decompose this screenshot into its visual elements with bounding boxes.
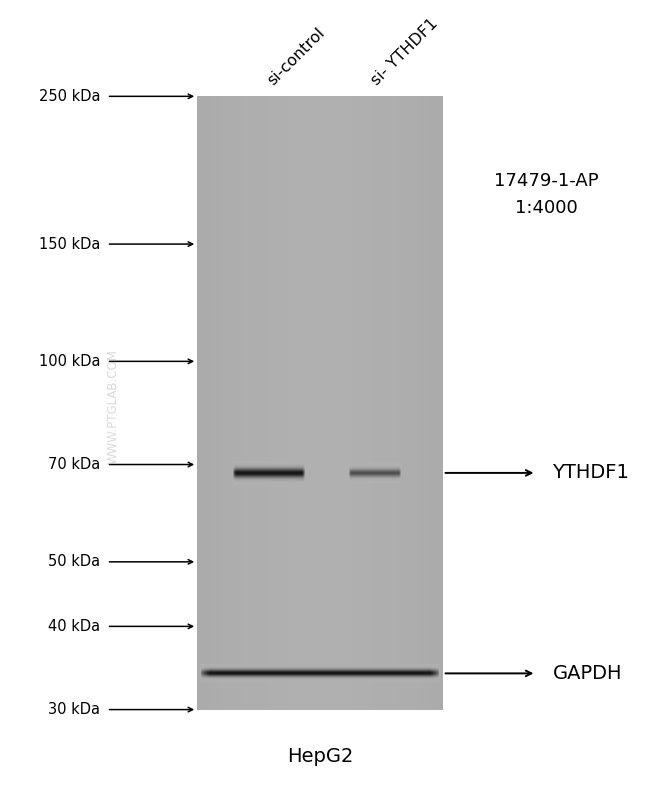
- Text: 50 kDa: 50 kDa: [48, 554, 100, 570]
- Text: 40 kDa: 40 kDa: [48, 619, 100, 634]
- Text: 150 kDa: 150 kDa: [39, 237, 100, 251]
- Text: 70 kDa: 70 kDa: [48, 457, 100, 472]
- Text: YTHDF1: YTHDF1: [552, 463, 629, 482]
- Bar: [197, 96, 443, 710]
- Text: 17479-1-AP
1:4000: 17479-1-AP 1:4000: [494, 173, 599, 217]
- Text: GAPDH: GAPDH: [552, 664, 622, 683]
- Text: si-control: si-control: [265, 26, 328, 89]
- Text: si- YTHDF1: si- YTHDF1: [369, 16, 441, 89]
- Text: 30 kDa: 30 kDa: [48, 702, 100, 717]
- Text: WWW.PTGLAB.COM: WWW.PTGLAB.COM: [107, 350, 120, 464]
- Text: 250 kDa: 250 kDa: [38, 89, 100, 104]
- Text: HepG2: HepG2: [287, 747, 353, 766]
- Text: 100 kDa: 100 kDa: [38, 354, 100, 369]
